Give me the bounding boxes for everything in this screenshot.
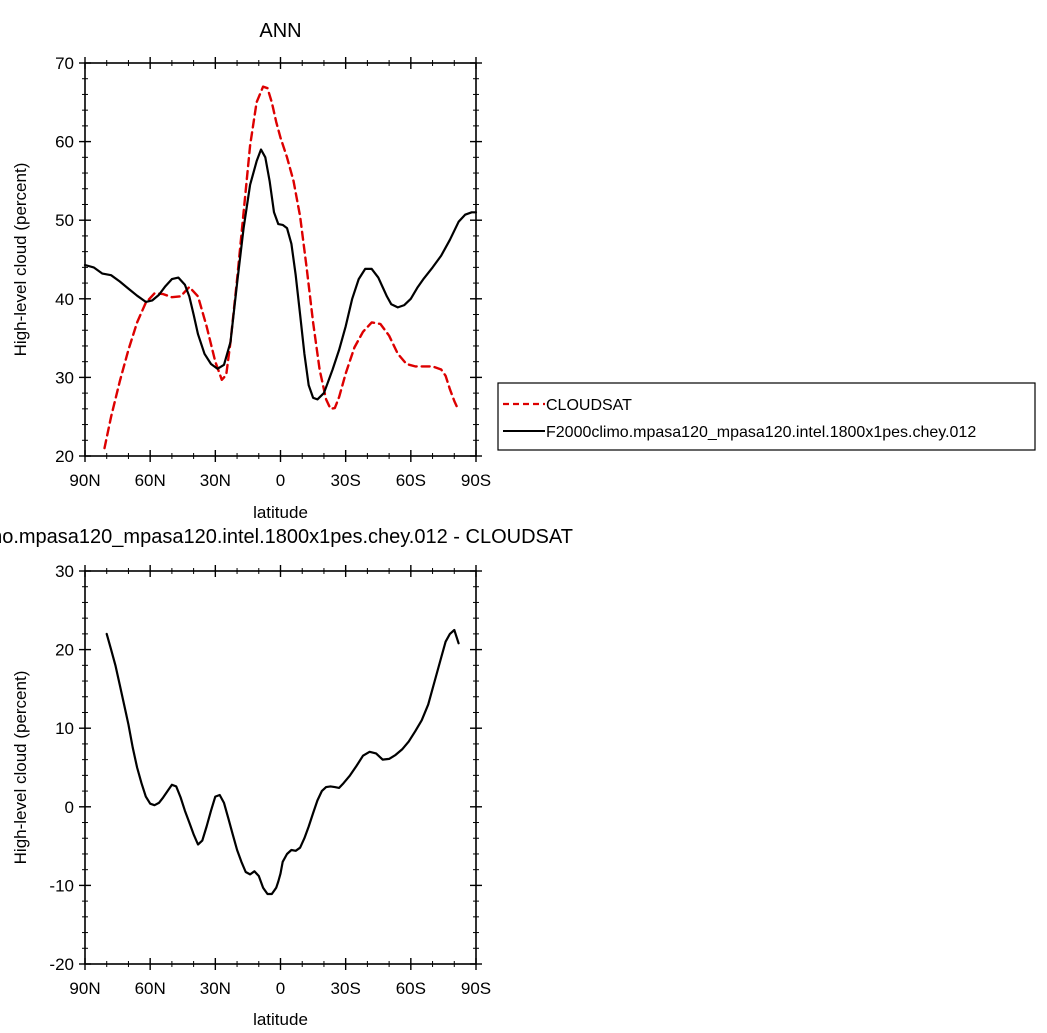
top-x-tick-label: 30S <box>331 471 361 490</box>
bottom-x-tick-label: 90S <box>461 979 491 998</box>
top-chart-title: ANN <box>259 20 301 42</box>
top-axes-group: 20 30 40 50 60 70 90N 60N 30N 0 30S 60S 90S <box>55 54 491 490</box>
bottom-x-tick-label: 30N <box>200 979 231 998</box>
bottom-plot-frame <box>84 570 477 965</box>
bottom-panel: no.mpasa120_mpasa120.intel.1800x1pes.che… <box>0 526 573 1029</box>
bottom-x-tick-label: 90N <box>69 979 100 998</box>
legend-entry-cloudsat: CLOUDSAT <box>546 397 632 414</box>
cloudsat-series-line <box>103 85 460 450</box>
bottom-chart-title: no.mpasa120_mpasa120.intel.1800x1pes.che… <box>0 526 573 548</box>
model-series-line <box>83 148 478 401</box>
bottom-y-tick-label: -10 <box>49 876 74 895</box>
top-plot-frame <box>84 62 477 457</box>
top-x-tick-label: 60S <box>396 471 426 490</box>
legend: CLOUDSAT F2000climo.mpasa120_mpasa120.in… <box>497 382 1036 451</box>
bottom-y-tick-label: 0 <box>65 798 74 817</box>
top-x-tick-label: 0 <box>276 471 285 490</box>
bottom-y-tick-label: 10 <box>55 719 74 738</box>
top-x-tick-label: 90N <box>69 471 100 490</box>
top-y-tick-label: 50 <box>55 211 74 230</box>
top-y-tick-label: 70 <box>55 54 74 73</box>
bottom-axes-group: -20 -10 0 10 20 30 90N 60N 30N 0 30S 60S 90S <box>49 562 491 998</box>
bottom-series-group <box>105 628 460 896</box>
top-x-tick-label: 30N <box>200 471 231 490</box>
bottom-y-tick-label: 30 <box>55 562 74 581</box>
bottom-y-tick-label: 20 <box>55 641 74 660</box>
bottom-x-tick-label: 30S <box>331 979 361 998</box>
difference-series-line <box>105 628 460 896</box>
top-series-group <box>83 85 478 450</box>
bottom-y-axis-label: High-level cloud (percent) <box>11 671 30 865</box>
legend-box <box>497 382 1036 451</box>
bottom-x-tick-label: 0 <box>276 979 285 998</box>
bottom-x-tick-label: 60S <box>396 979 426 998</box>
top-x-tick-label: 60N <box>135 471 166 490</box>
top-x-tick-label: 90S <box>461 471 491 490</box>
top-y-axis-label: High-level cloud (percent) <box>11 163 30 357</box>
top-x-axis-label: latitude <box>253 503 308 522</box>
top-y-tick-label: 30 <box>55 368 74 387</box>
bottom-x-tick-label: 60N <box>135 979 166 998</box>
legend-entry-model: F2000climo.mpasa120_mpasa120.intel.1800x… <box>546 424 976 441</box>
bottom-x-axis-label: latitude <box>253 1010 308 1029</box>
bottom-y-tick-label: -20 <box>49 955 74 974</box>
top-y-tick-label: 40 <box>55 290 74 309</box>
top-panel: ANN 20 30 40 50 60 70 90N 60N 30N 0 30S 60S 90S lati… <box>11 20 491 522</box>
top-y-tick-label: 20 <box>55 447 74 466</box>
top-y-tick-label: 60 <box>55 133 74 152</box>
